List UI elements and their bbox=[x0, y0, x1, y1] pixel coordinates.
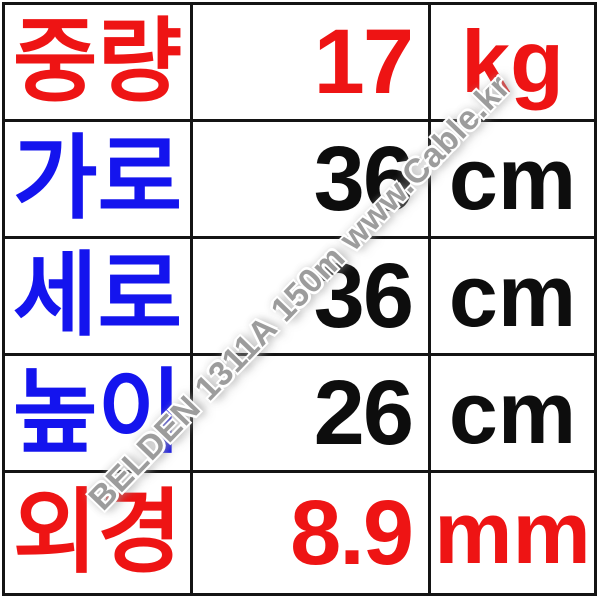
spec-value: 36 bbox=[190, 236, 431, 356]
spec-row: 가로 36 cm bbox=[2, 119, 597, 239]
spec-row: 높이 26 cm bbox=[2, 353, 597, 473]
spec-unit: cm bbox=[428, 236, 597, 356]
spec-row: 세로 36 cm bbox=[2, 236, 597, 356]
spec-value: 8.9 bbox=[190, 470, 431, 596]
spec-unit: kg bbox=[428, 2, 597, 122]
spec-value: 17 bbox=[190, 2, 431, 122]
spec-label: 가로 bbox=[2, 119, 193, 239]
spec-label: 중량 bbox=[2, 2, 193, 122]
spec-unit: cm bbox=[428, 353, 597, 473]
spec-label: 높이 bbox=[2, 353, 193, 473]
spec-row: 중량 17 kg bbox=[2, 2, 597, 122]
spec-unit: cm bbox=[428, 119, 597, 239]
spec-value: 36 bbox=[190, 119, 431, 239]
spec-row: 외경 8.9 mm bbox=[2, 470, 597, 596]
spec-unit: mm bbox=[428, 470, 597, 596]
spec-value: 26 bbox=[190, 353, 431, 473]
spec-label: 세로 bbox=[2, 236, 193, 356]
spec-label: 외경 bbox=[2, 470, 193, 596]
